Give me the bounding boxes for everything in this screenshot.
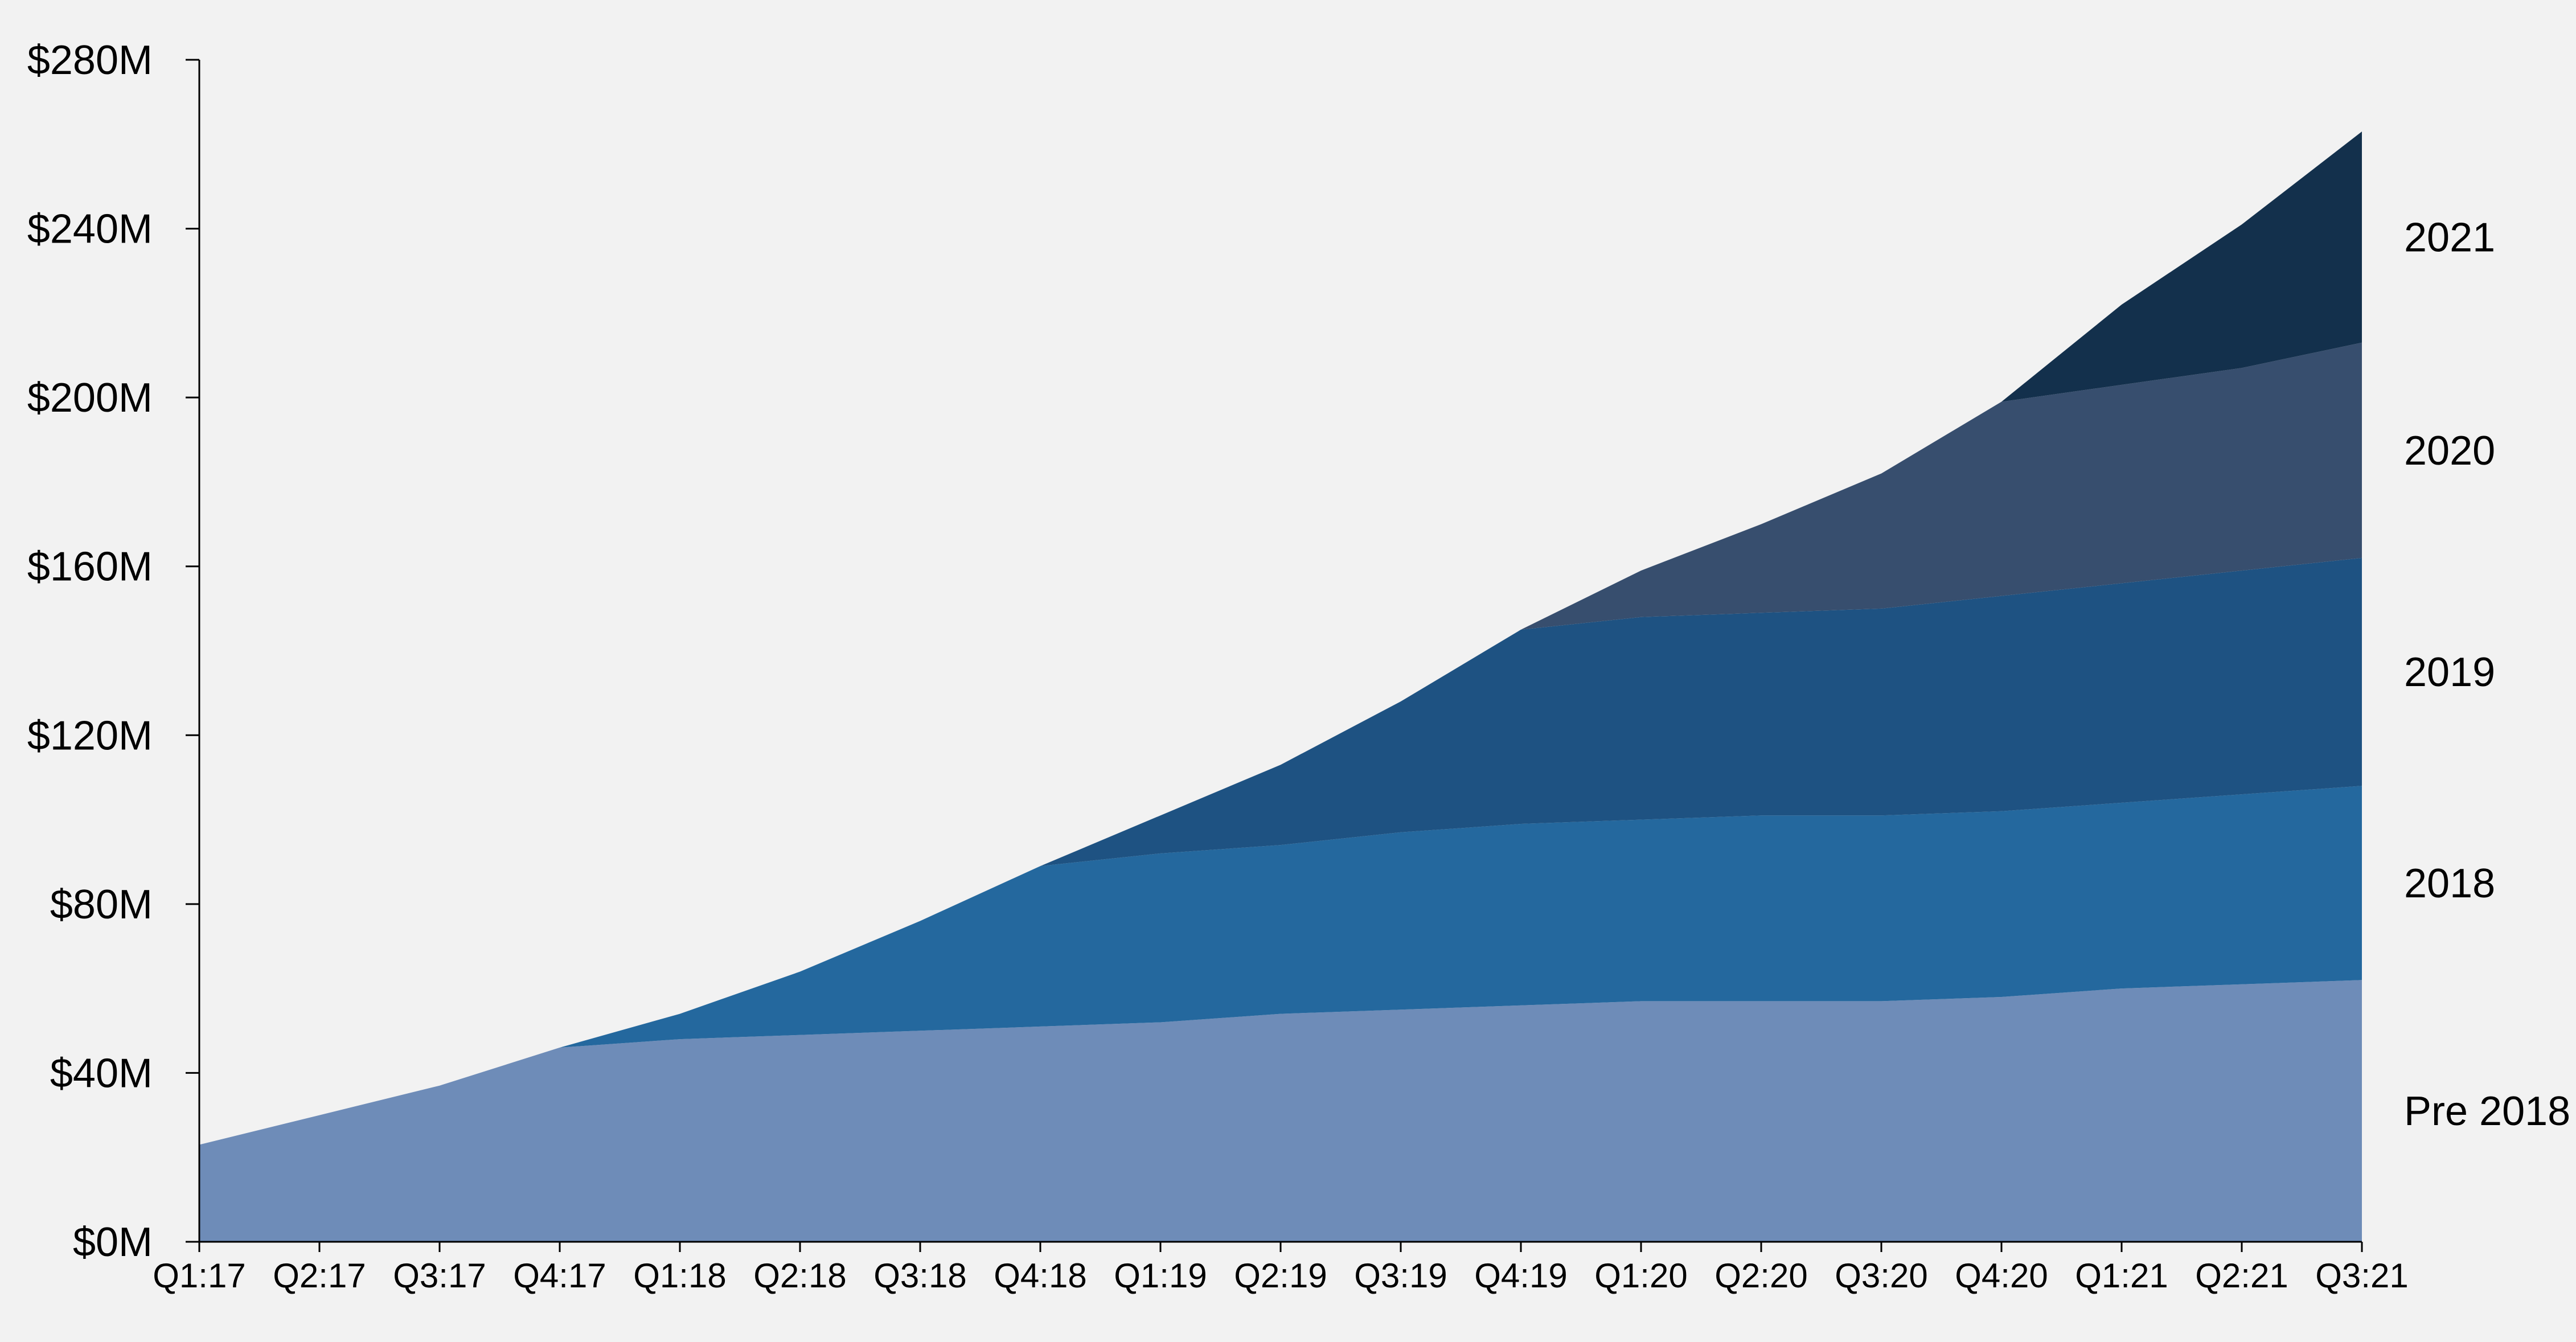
x-tick-label: Q2:17 bbox=[273, 1257, 366, 1295]
x-tick-label: Q4:18 bbox=[994, 1257, 1086, 1295]
x-tick-label: Q2:18 bbox=[753, 1257, 846, 1295]
labels-layer: Pre 2018 2018 2019 2020 2021 bbox=[2404, 215, 2570, 1134]
x-tick-label: Q1:19 bbox=[1114, 1257, 1207, 1295]
legend-label-2021: 2021 bbox=[2404, 215, 2495, 260]
x-tick-label: Q4:20 bbox=[1955, 1257, 2048, 1295]
legend-label-pre-2018: Pre 2018 bbox=[2404, 1089, 2570, 1134]
x-tick-label: Q2:21 bbox=[2195, 1257, 2288, 1295]
area-series-2018 bbox=[199, 786, 2362, 1145]
y-tick-label: $280M bbox=[27, 38, 153, 83]
x-tick-label: Q1:20 bbox=[1594, 1257, 1687, 1295]
x-tick-label: Q3:20 bbox=[1835, 1257, 1927, 1295]
areas-layer bbox=[199, 132, 2362, 1242]
y-tick-label: $80M bbox=[50, 882, 153, 928]
area-series-2019 bbox=[199, 557, 2362, 1145]
legend-label-2019: 2019 bbox=[2404, 650, 2495, 695]
y-tick-label: $40M bbox=[50, 1050, 153, 1096]
axes-layer: $0M $40M $80M $120M $160M $200M $240M $280M Q1:1… bbox=[27, 38, 2409, 1295]
y-tick-label: $200M bbox=[27, 375, 153, 421]
area-series-pre-2018 bbox=[199, 980, 2362, 1242]
x-tick-label: Q2:20 bbox=[1714, 1257, 1807, 1295]
x-tick-label: Q2:19 bbox=[1234, 1257, 1327, 1295]
x-tick-label: Q1:18 bbox=[633, 1257, 726, 1295]
x-tick-label: Q3:21 bbox=[2315, 1257, 2408, 1295]
area-series-2020 bbox=[199, 342, 2362, 1145]
x-tick-label: Q3:19 bbox=[1354, 1257, 1447, 1295]
x-tick-label: Q4:19 bbox=[1474, 1257, 1567, 1295]
legend-label-2018: 2018 bbox=[2404, 861, 2495, 906]
x-tick-label: Q3:17 bbox=[393, 1257, 486, 1295]
x-tick-label: Q4:17 bbox=[513, 1257, 606, 1295]
legend-label-2020: 2020 bbox=[2404, 428, 2495, 474]
y-tick-label: $240M bbox=[27, 207, 153, 252]
y-tick-label: $160M bbox=[27, 544, 153, 590]
y-tick-label: $0M bbox=[73, 1220, 153, 1265]
x-tick-label: Q1:17 bbox=[153, 1257, 245, 1295]
x-tick-label: Q3:18 bbox=[873, 1257, 966, 1295]
y-tick-label: $120M bbox=[27, 713, 153, 758]
x-tick-label: Q1:21 bbox=[2075, 1257, 2168, 1295]
